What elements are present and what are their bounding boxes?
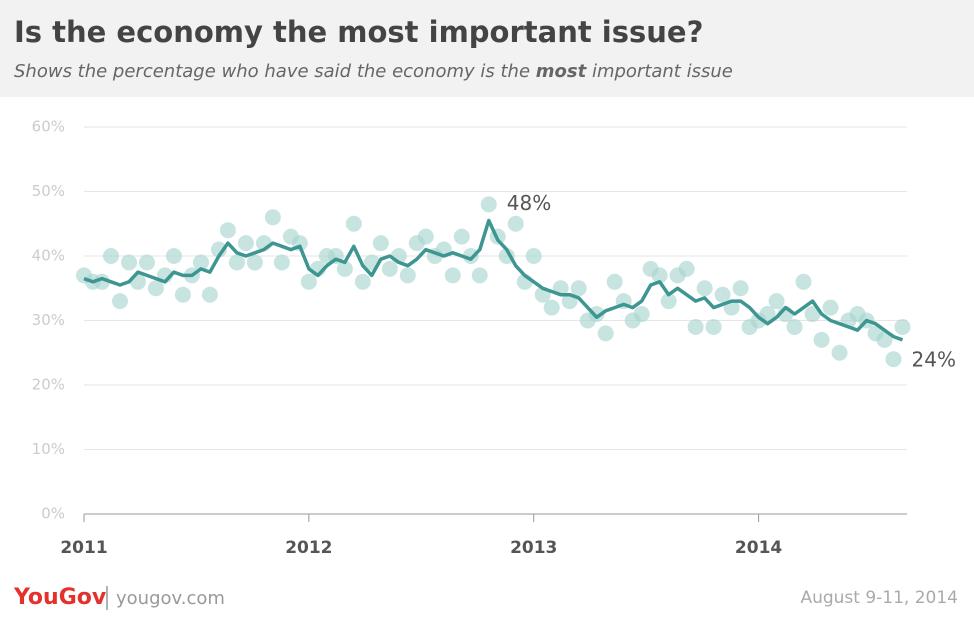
plot: 0% 10% 20% 30% 40% 50% 60% 2011 2012 2013 2014 48% 2… xyxy=(32,118,956,559)
data-point xyxy=(597,325,614,342)
y-tick-label: 10% xyxy=(32,440,65,458)
data-point xyxy=(633,306,650,323)
data-point xyxy=(759,306,776,323)
data-point xyxy=(345,215,362,232)
footer-date: August 9-11, 2014 xyxy=(800,588,958,608)
data-point xyxy=(300,273,317,290)
data-point xyxy=(147,280,164,297)
data-point xyxy=(354,273,371,290)
subtitle-part: important issue xyxy=(586,61,733,82)
data-point xyxy=(471,267,488,284)
data-point xyxy=(444,267,461,284)
y-tick-label: 0% xyxy=(41,505,65,523)
y-tick-label: 60% xyxy=(32,118,65,136)
data-point xyxy=(246,254,263,271)
data-point xyxy=(606,273,623,290)
data-point xyxy=(111,293,128,310)
data-point xyxy=(102,248,119,264)
data-point xyxy=(696,280,713,297)
data-point xyxy=(93,273,110,290)
data-point xyxy=(885,351,902,368)
annotation: 24% xyxy=(912,348,956,372)
data-point xyxy=(264,209,281,226)
chart-subtitle: Shows the percentage who have said the e… xyxy=(14,61,733,82)
data-point xyxy=(273,254,290,271)
data-point xyxy=(372,235,389,252)
data-point xyxy=(705,318,722,335)
data-point xyxy=(165,248,182,264)
data-point xyxy=(174,286,191,303)
data-point xyxy=(678,260,695,277)
x-tick-label: 2011 xyxy=(60,538,107,558)
data-point xyxy=(543,299,560,316)
data-point xyxy=(480,196,497,213)
logo: YouGov xyxy=(13,585,107,610)
data-point xyxy=(876,331,893,348)
data-point xyxy=(192,254,209,271)
annotation: 48% xyxy=(507,191,551,215)
data-point xyxy=(660,293,677,310)
data-point xyxy=(831,344,848,361)
y-tick-label: 50% xyxy=(32,182,65,200)
x-tick-label: 2014 xyxy=(735,538,782,558)
data-point xyxy=(768,293,785,310)
data-point xyxy=(894,318,911,335)
data-point xyxy=(525,248,542,264)
data-point xyxy=(732,280,749,297)
data-point xyxy=(588,306,605,323)
data-point xyxy=(336,260,353,277)
data-point xyxy=(138,254,155,271)
x-tick-label: 2013 xyxy=(510,538,557,558)
data-point xyxy=(399,267,416,284)
data-point xyxy=(462,248,479,264)
data-point xyxy=(786,318,803,335)
data-point xyxy=(687,318,704,335)
chart-title: Is the economy the most important issue? xyxy=(14,15,703,49)
footer-site: yougov.com xyxy=(116,588,225,609)
data-point xyxy=(219,222,236,239)
trend-line xyxy=(83,218,904,342)
data-point xyxy=(804,306,821,323)
data-point xyxy=(714,286,731,303)
data-point xyxy=(417,228,434,245)
data-point xyxy=(237,235,254,252)
y-tick-label: 40% xyxy=(32,247,65,265)
y-tick-label: 30% xyxy=(32,311,65,329)
data-point xyxy=(570,280,587,297)
data-point xyxy=(507,215,524,232)
data-point xyxy=(228,254,245,271)
data-point xyxy=(381,260,398,277)
data-point xyxy=(210,241,227,258)
data-point xyxy=(813,331,830,348)
subtitle-part: Shows the percentage who have said the e… xyxy=(14,61,536,82)
data-point xyxy=(651,267,668,284)
data-point xyxy=(201,286,218,303)
data-point xyxy=(795,273,812,290)
data-point xyxy=(120,254,137,271)
y-tick-label: 20% xyxy=(32,376,65,394)
data-point xyxy=(822,299,839,316)
x-tick-label: 2012 xyxy=(285,538,332,558)
header-band xyxy=(0,0,974,97)
data-point xyxy=(453,228,470,245)
subtitle-part: most xyxy=(536,61,588,82)
